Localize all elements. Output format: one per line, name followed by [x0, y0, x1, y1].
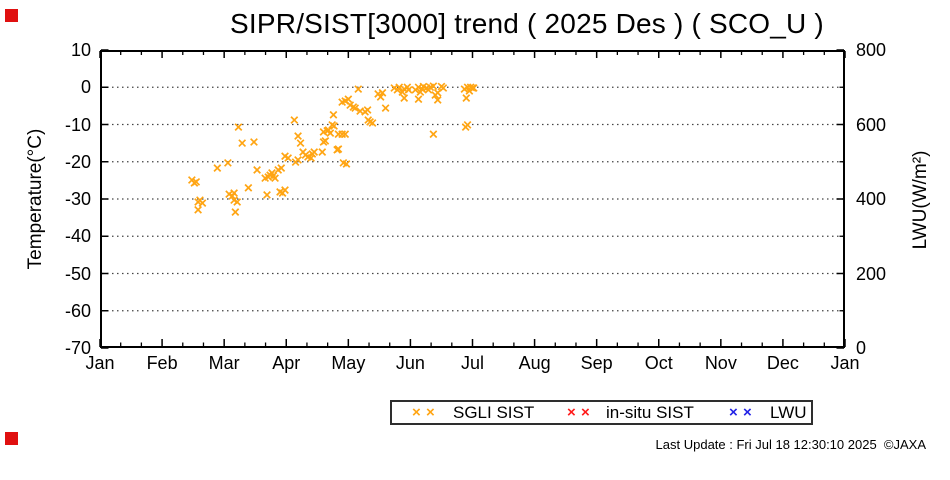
legend-marker-insitu-sist-icon: ×: [567, 404, 576, 421]
x-tick-label: Apr: [272, 353, 301, 373]
y-left-tick-label: 0: [80, 77, 91, 98]
legend-marker-lwu-icon: ×: [743, 404, 752, 421]
legend-label-lwu: LWU: [770, 403, 807, 422]
x-tick-label: Mar: [208, 353, 240, 373]
y-right-tick-label: 0: [856, 338, 867, 358]
plot-area: [99, 49, 846, 349]
x-tick-label: Nov: [704, 353, 737, 373]
legend-label-sgli-sist: SGLI SIST: [453, 403, 535, 422]
y-right-tick-label: 400: [856, 189, 887, 209]
x-tick-label: Sep: [580, 353, 613, 373]
y-left-tick-label: -10: [64, 114, 91, 135]
red-square-marker-top[interactable]: [5, 9, 18, 22]
y-left-tick-label: -50: [64, 263, 91, 284]
x-tick-label: Jan: [830, 353, 860, 373]
y-right-tick-label: 800: [856, 40, 887, 60]
legend-marker-sgli-sist-icon: ×: [412, 404, 421, 421]
x-tick-label: May: [331, 353, 366, 373]
y-axis-label-lwu: LWU(W/m²): [910, 150, 931, 250]
last-update-text: Last Update : Fri Jul 18 12:30:10 2025 ©…: [655, 437, 926, 452]
y-left-tick-label: 10: [70, 40, 91, 60]
legend-marker-lwu-icon: ×: [729, 404, 738, 421]
x-tick-label: Jan: [85, 353, 115, 373]
x-tick-label: Oct: [644, 353, 673, 373]
x-tick-label: Aug: [518, 353, 551, 373]
x-tick-label: Jul: [460, 353, 484, 373]
legend-label-insitu-sist: in-situ SIST: [606, 403, 694, 422]
x-tick-label: Feb: [146, 353, 178, 373]
x-tick-label: Dec: [766, 353, 799, 373]
legend-box: × × SGLI SIST × × in-situ SIST × × LWU: [390, 400, 813, 425]
y-left-tick-label: -30: [64, 189, 91, 209]
y-right-tick-label: 600: [856, 114, 887, 135]
y-left-tick-label: -40: [64, 226, 91, 247]
x-tick-label: Jun: [395, 353, 425, 373]
y-left-tick-label: -60: [64, 300, 91, 321]
chart-title: SIPR/SIST[3000] trend ( 2025 Des ) ( SCO…: [230, 8, 824, 39]
y-left-tick-label: -20: [64, 151, 91, 172]
red-square-marker-bottom[interactable]: [5, 432, 18, 445]
y-right-tick-label: 200: [856, 263, 887, 284]
legend-marker-insitu-sist-icon: ×: [581, 404, 590, 421]
y-left-tick-label: -70: [64, 338, 91, 358]
legend-marker-sgli-sist-icon: ×: [426, 404, 435, 421]
